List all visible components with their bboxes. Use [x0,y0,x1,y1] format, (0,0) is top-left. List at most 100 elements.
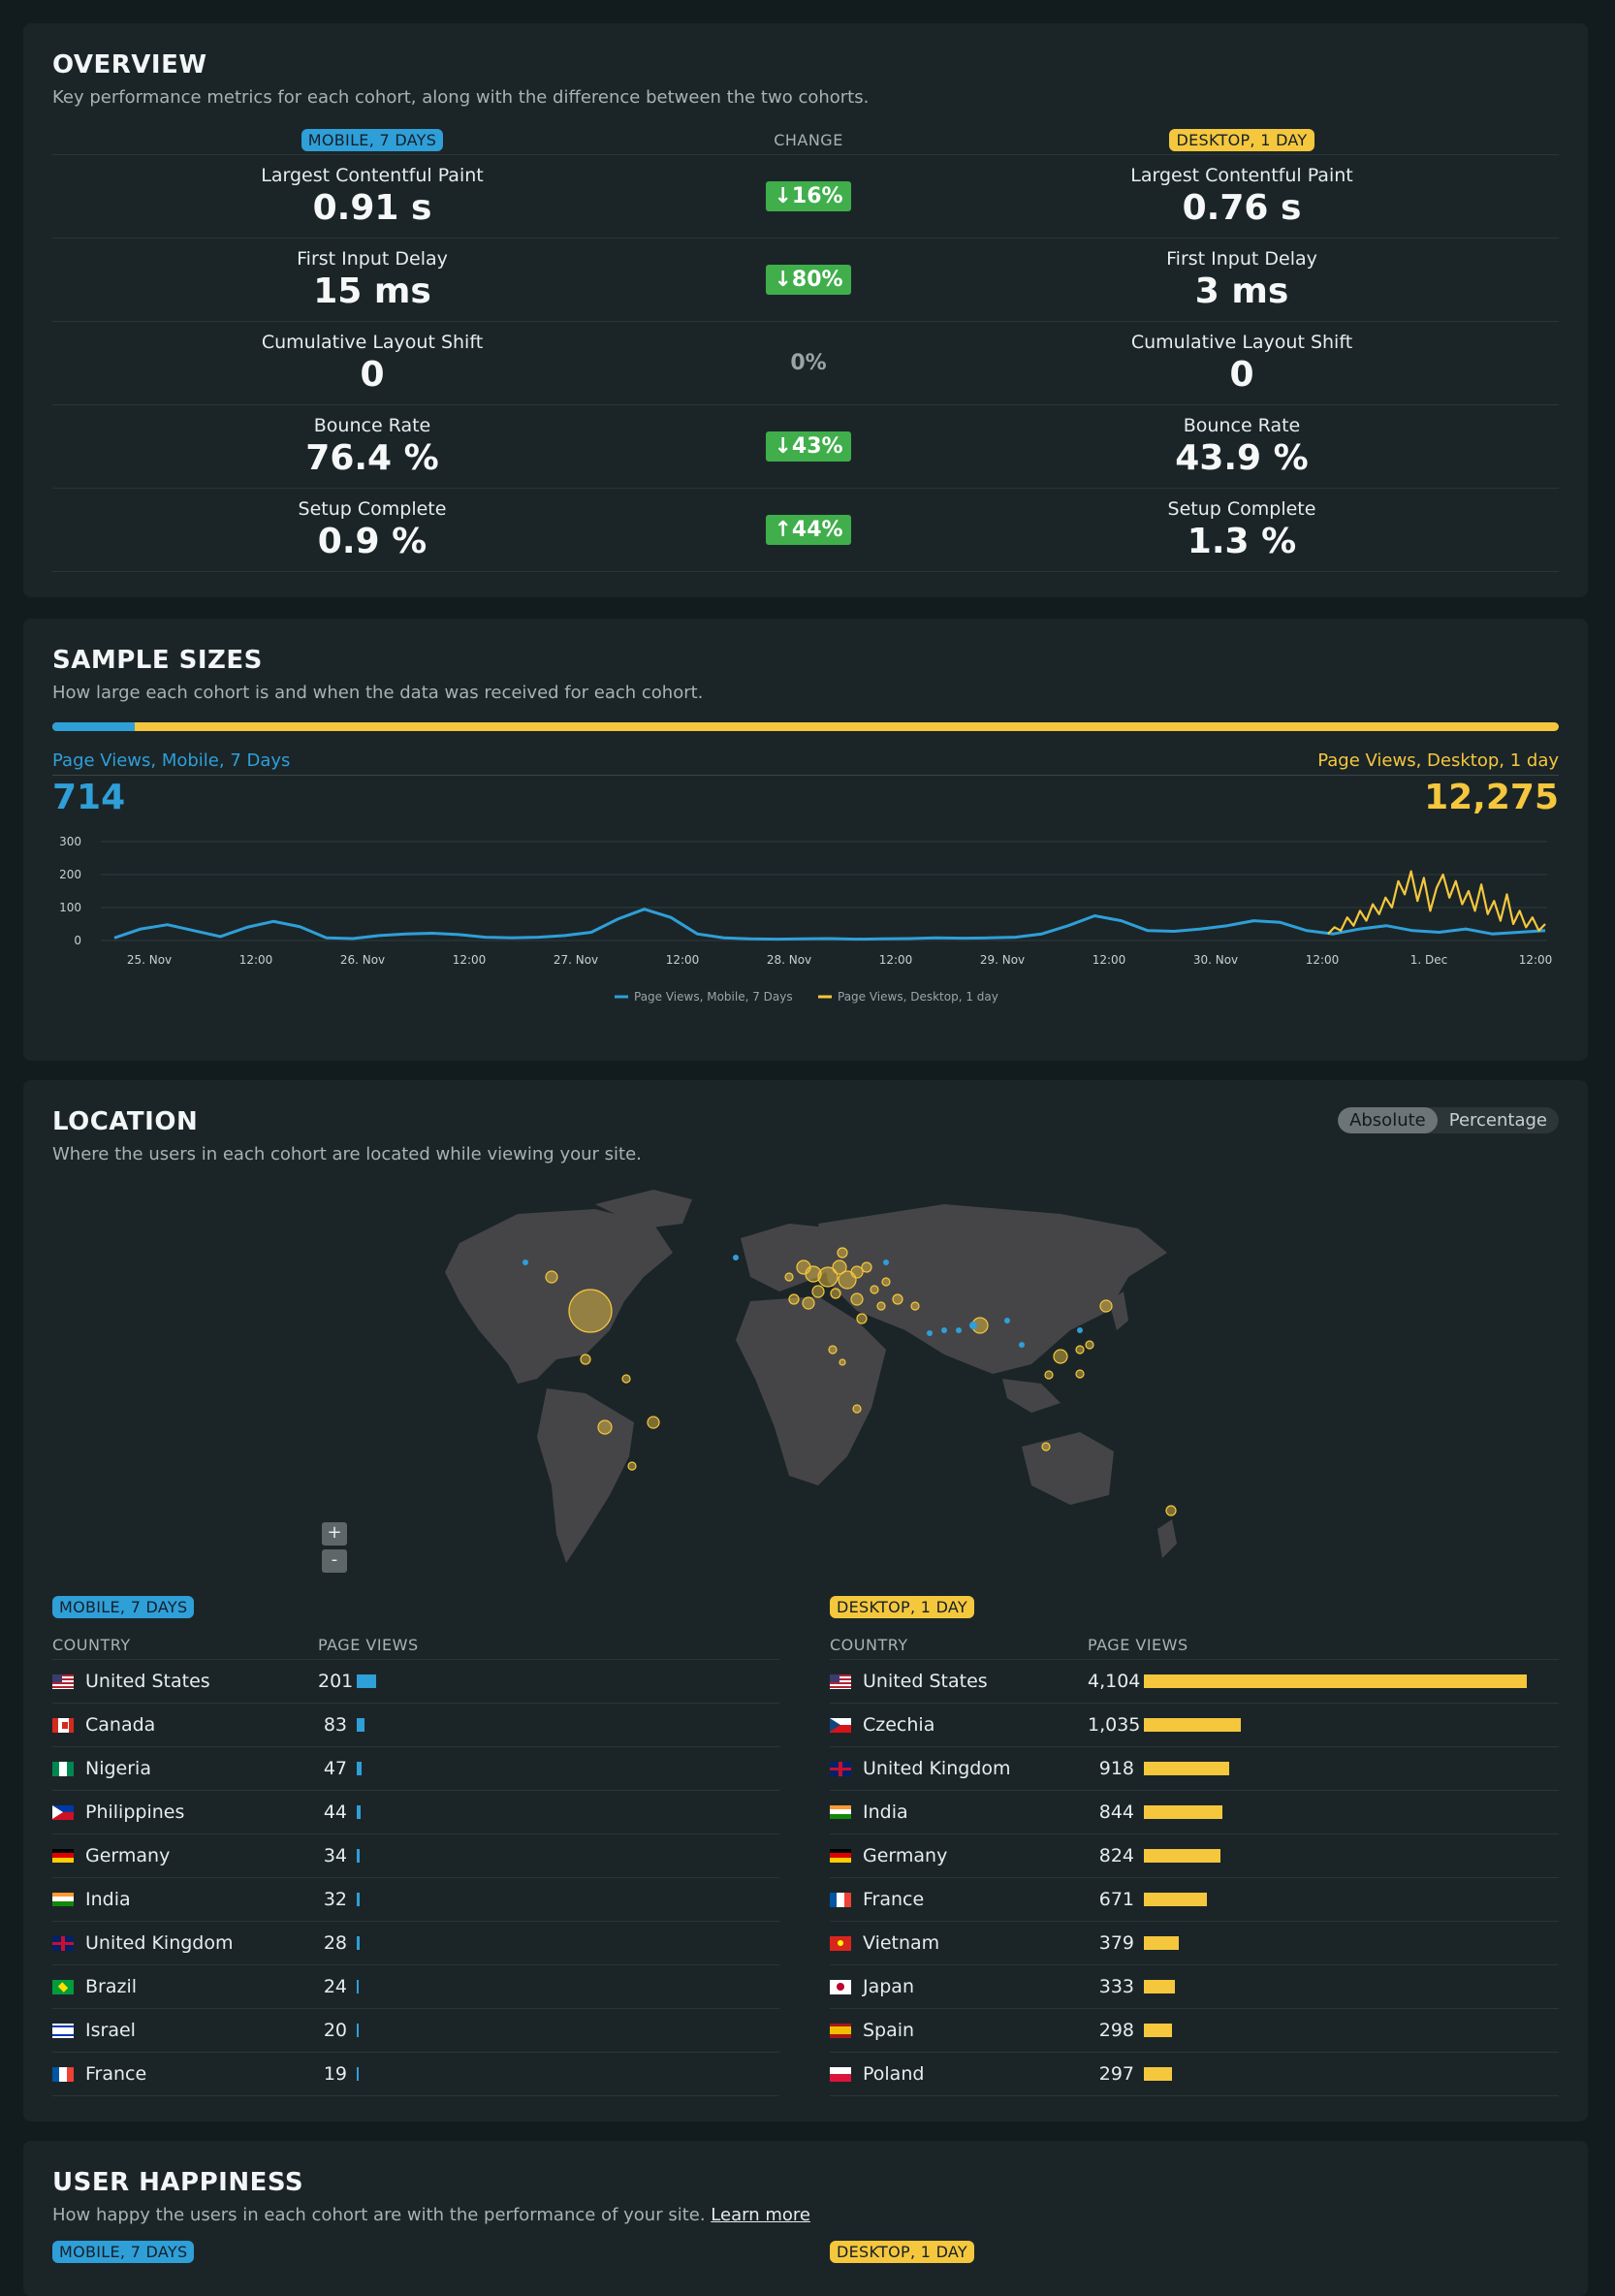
mobile-location-marker[interactable] [522,1260,528,1265]
pageviews-bar [1144,1762,1230,1775]
pageviews-value: 4,104 [1088,1671,1141,1692]
desktop-pageviews-value: 12,275 [1424,778,1559,817]
country-row: India 32 [52,1878,779,1922]
mobile-location-marker[interactable] [1077,1327,1083,1333]
overview-table: MOBILE, 7 DAYS CHANGE DESKTOP, 1 DAY Lar… [52,125,1559,572]
y-tick-label: 100 [59,901,81,914]
desktop-location-marker[interactable] [1075,1345,1085,1355]
desktop-location-marker[interactable] [1085,1340,1094,1350]
toggle-percentage[interactable]: Percentage [1448,1110,1547,1131]
x-tick-label: 1. Dec [1410,953,1447,967]
desktop-location-marker[interactable] [856,1313,868,1324]
desktop-metric-value: 3 ms [1194,271,1289,311]
desktop-location-marker[interactable] [910,1301,920,1311]
desktop-location-marker[interactable] [837,1247,848,1259]
mobile-location-marker[interactable] [927,1330,933,1336]
mobile-location-marker[interactable] [733,1255,739,1260]
country-row: Czechia 1,035 [830,1704,1559,1747]
desktop-location-marker[interactable] [1041,1442,1051,1451]
metric-label: Bounce Rate [1183,415,1301,436]
vn-flag-icon [830,1935,851,1951]
desktop-location-marker[interactable] [580,1354,591,1365]
desktop-location-marker[interactable] [805,1265,822,1283]
country-row: Canada 83 [52,1704,779,1747]
pageviews-bar [1144,2067,1172,2081]
desktop-location-marker[interactable] [1165,1505,1177,1516]
location-subtitle: Where the users in each cohort are locat… [52,1144,642,1164]
country-name: Spain [863,2020,915,2041]
desktop-location-marker[interactable] [861,1261,872,1273]
desktop-location-marker[interactable] [802,1296,815,1310]
world-map[interactable] [401,1185,1274,1582]
sample-subtitle: How large each cohort is and when the da… [52,683,704,703]
fr-flag-icon [52,2066,74,2082]
pageviews-value: 19 [323,2063,347,2085]
country-row: Poland 297 [830,2053,1559,2096]
country-name: India [85,1889,131,1910]
mobile-location-marker[interactable] [956,1327,962,1333]
absolute-percentage-toggle[interactable]: Absolute Percentage [1338,1107,1559,1133]
desktop-location-marker[interactable] [1044,1370,1054,1380]
desktop-location-marker[interactable] [852,1404,862,1414]
pageviews-bar [1144,1936,1180,1950]
desktop-location-marker[interactable] [627,1461,637,1471]
desktop-location-marker[interactable] [830,1288,841,1299]
metric-row: Bounce Rate 76.4 % ↓43% Bounce Rate 43.9… [52,405,1559,489]
mobile-location-marker[interactable] [1019,1342,1025,1348]
zoom-out-button[interactable]: - [322,1549,347,1573]
happiness-title: USER HAPPINESS [52,2168,304,2197]
desktop-metric-value: 0.76 s [1182,188,1302,228]
desktop-location-marker[interactable] [597,1419,613,1435]
mobile-location-marker[interactable] [1004,1318,1010,1323]
desktop-location-marker[interactable] [1099,1299,1113,1313]
mobile-location-marker[interactable] [883,1260,889,1265]
desktop-location-marker[interactable] [892,1293,903,1305]
zoom-in-button[interactable]: + [322,1522,347,1546]
pageviews-bar [1144,1674,1527,1688]
gb-flag-icon [830,1761,851,1776]
pageviews-bar [1144,2024,1172,2037]
y-tick-label: 0 [74,934,81,947]
pageviews-bar [357,1936,360,1950]
desktop-location-marker[interactable] [1075,1369,1085,1379]
desktop-location-marker[interactable] [621,1374,631,1384]
desktop-location-marker[interactable] [850,1265,864,1279]
desktop-location-marker[interactable] [828,1345,838,1355]
y-tick-label: 200 [59,868,81,881]
desktop-location-marker[interactable] [839,1358,846,1366]
desktop-location-marker[interactable] [811,1285,825,1298]
legend-label[interactable]: Page Views, Desktop, 1 day [838,990,998,1004]
desktop-location-marker[interactable] [881,1277,891,1287]
desktop-location-marker[interactable] [817,1266,839,1288]
country-name: Germany [85,1845,171,1866]
overview-title: OVERVIEW [52,50,207,80]
desktop-location-marker[interactable] [784,1272,794,1282]
desktop-location-marker[interactable] [832,1260,847,1275]
desktop-location-marker[interactable] [545,1270,558,1284]
desktop-location-marker[interactable] [1053,1349,1068,1364]
ph-flag-icon [52,1804,74,1820]
desktop-location-marker[interactable] [568,1289,613,1333]
x-tick-label: 28. Nov [767,953,811,967]
learn-more-link[interactable]: Learn more [711,2205,810,2225]
desktop-location-marker[interactable] [788,1293,800,1305]
change-header: CHANGE [774,130,843,149]
metric-label: Setup Complete [298,498,447,520]
change-badge: ↑44% [766,515,851,545]
mobile-series-line [113,908,1546,941]
metric-label: First Input Delay [1166,248,1317,270]
mobile-location-marker[interactable] [969,1322,977,1329]
desktop-location-marker[interactable] [870,1285,879,1294]
legend-label[interactable]: Page Views, Mobile, 7 Days [634,990,793,1004]
desktop-location-marker[interactable] [647,1416,660,1429]
mobile-location-marker[interactable] [941,1327,947,1333]
mobile-cohort-badge: MOBILE, 7 DAYS [301,128,444,151]
pageviews-value: 32 [323,1889,347,1910]
desktop-location-marker[interactable] [850,1292,864,1306]
metric-label: Largest Contentful Paint [1130,165,1353,186]
pageviews-value: 918 [1098,1758,1134,1779]
country-row: Brazil 24 [52,1965,779,2009]
toggle-absolute[interactable]: Absolute [1338,1107,1438,1133]
country-row: United Kingdom 28 [52,1922,779,1965]
desktop-location-marker[interactable] [876,1301,886,1311]
